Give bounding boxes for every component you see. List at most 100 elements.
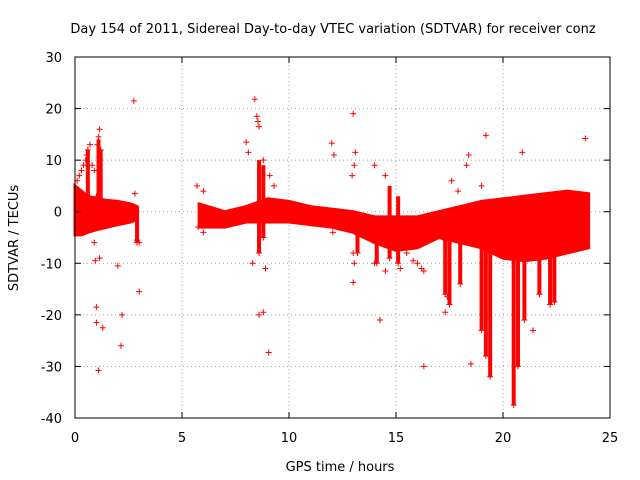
data-point	[551, 298, 558, 305]
data-point	[467, 360, 474, 367]
data-point	[130, 97, 137, 104]
data-point	[382, 172, 389, 179]
data-point	[131, 190, 138, 197]
data-point	[351, 260, 358, 267]
data-point	[93, 319, 100, 326]
data-point	[118, 342, 125, 349]
data-point	[260, 309, 267, 316]
data-point	[514, 363, 521, 370]
data-marks	[73, 96, 591, 409]
data-point	[330, 151, 337, 158]
data-point	[254, 118, 261, 125]
data-point	[260, 234, 267, 241]
data-point	[350, 249, 357, 256]
y-tick-label: 30	[45, 51, 62, 66]
data-point	[262, 265, 269, 272]
data-point	[84, 208, 91, 215]
data-point	[195, 224, 202, 231]
data-point	[245, 149, 252, 156]
data-point	[457, 280, 464, 287]
data-point	[256, 311, 263, 318]
data-point	[442, 309, 449, 316]
data-point	[99, 324, 106, 331]
data-point	[89, 162, 96, 169]
plot-frame	[74, 56, 611, 419]
data-point	[487, 373, 494, 380]
data-point	[420, 363, 427, 370]
data-point	[200, 188, 207, 195]
data-point	[256, 249, 263, 256]
data-point	[96, 255, 103, 262]
data-point	[84, 146, 91, 153]
data-point	[410, 257, 417, 264]
data-point	[92, 257, 99, 264]
data-point	[547, 301, 554, 308]
data-point	[352, 149, 359, 156]
data-point	[266, 172, 273, 179]
data-point	[519, 149, 526, 156]
data-point	[200, 229, 207, 236]
data-point	[78, 167, 85, 174]
x-tick-label: 25	[602, 431, 619, 446]
data-point	[256, 123, 263, 130]
data-point	[91, 167, 98, 174]
y-axis-label: SDTVAR / TECUs	[7, 185, 22, 292]
data-point	[265, 349, 272, 356]
y-tick-label: -40	[41, 412, 62, 427]
data-point	[251, 96, 258, 103]
x-tick-label: 5	[178, 431, 186, 446]
data-point	[465, 151, 472, 158]
data-point	[397, 265, 404, 272]
data-point	[243, 139, 250, 146]
data-point	[93, 193, 100, 200]
data-point	[136, 239, 143, 246]
data-point	[463, 162, 470, 169]
data-point	[97, 146, 104, 153]
data-point	[253, 113, 260, 120]
data-point	[349, 172, 356, 179]
data-point	[351, 162, 358, 169]
data-point	[547, 249, 554, 256]
data-point	[249, 260, 256, 267]
data-point	[136, 288, 143, 295]
data-point	[86, 141, 93, 148]
data-point	[329, 229, 336, 236]
data-point	[536, 291, 543, 298]
data-point	[193, 182, 200, 189]
data-point	[91, 239, 98, 246]
data-point	[371, 260, 378, 267]
data-point	[95, 367, 102, 374]
data-point	[521, 317, 528, 324]
x-tick-label: 10	[281, 431, 298, 446]
data-point	[395, 260, 402, 267]
data-point	[455, 188, 462, 195]
data-point	[478, 327, 485, 334]
y-tick-label: 20	[45, 103, 62, 118]
data-point	[95, 203, 102, 210]
x-tick-label: 20	[495, 431, 512, 446]
data-point	[403, 249, 410, 256]
data-point	[350, 279, 357, 286]
y-tick-label: -30	[41, 360, 62, 375]
y-tick-label: 10	[45, 154, 62, 169]
data-point	[114, 262, 121, 269]
data-point	[376, 317, 383, 324]
y-tick-label: 0	[54, 206, 62, 221]
dense-data-band	[73, 182, 139, 237]
data-point	[440, 234, 447, 241]
data-point	[444, 293, 451, 300]
data-point	[510, 402, 517, 409]
data-point	[448, 177, 455, 184]
data-point	[271, 182, 278, 189]
data-point	[260, 157, 267, 164]
x-tick-label: 15	[388, 431, 405, 446]
data-point	[382, 268, 389, 275]
data-point	[446, 301, 453, 308]
data-point	[478, 182, 485, 189]
data-point	[420, 268, 427, 275]
x-axis-label: GPS time / hours	[286, 460, 395, 475]
data-point	[414, 260, 421, 267]
y-tick-label: -10	[41, 257, 62, 272]
data-point	[482, 132, 489, 139]
